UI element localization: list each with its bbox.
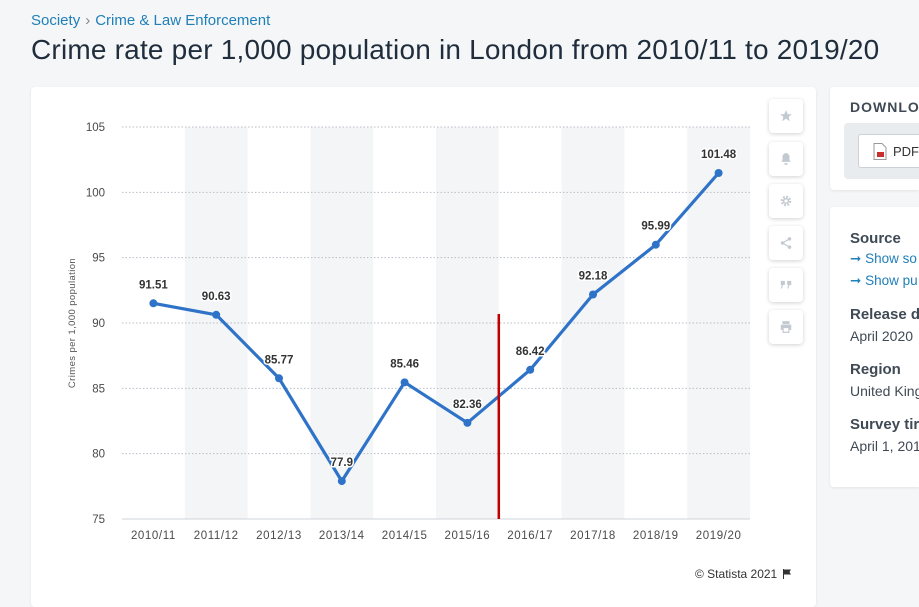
page-title: Crime rate per 1,000 population in Londo… bbox=[31, 34, 880, 65]
y-tick-label: 100 bbox=[86, 187, 105, 199]
share-icon[interactable] bbox=[769, 226, 803, 260]
data-point bbox=[714, 168, 723, 177]
gear-icon[interactable] bbox=[769, 184, 803, 218]
data-point bbox=[212, 310, 221, 319]
data-point bbox=[149, 299, 158, 308]
x-tick-label: 2015/16 bbox=[445, 530, 491, 542]
survey-heading: Survey tir bbox=[850, 416, 919, 433]
survey-value: April 1, 201 bbox=[850, 438, 919, 454]
data-label: 77.9 bbox=[331, 457, 353, 469]
data-label: 92.18 bbox=[579, 271, 608, 283]
series-line bbox=[151, 171, 721, 483]
download-box: PDF bbox=[844, 123, 919, 179]
line-chart: 75 80 85 90 95 100 105 Crimes per 1,000 populat… bbox=[67, 122, 750, 542]
data-label: 82.36 bbox=[453, 399, 482, 411]
y-tick-label: 95 bbox=[92, 253, 105, 265]
y-tick-label: 90 bbox=[92, 318, 105, 330]
x-tick-label: 2014/15 bbox=[382, 530, 428, 542]
region-value: United King bbox=[850, 383, 919, 399]
category-band bbox=[561, 127, 625, 519]
download-title: DOWNLOA bbox=[850, 99, 919, 115]
flag-icon[interactable] bbox=[781, 568, 793, 580]
x-tick-label: 2013/14 bbox=[319, 530, 365, 542]
breadcrumb-link-society[interactable]: Society bbox=[31, 12, 81, 29]
x-tick-label: 2018/19 bbox=[633, 530, 679, 542]
pdf-label: PDF bbox=[893, 143, 919, 159]
y-axis-label: Crimes per 1,000 population bbox=[67, 258, 78, 388]
x-tick-label: 2019/20 bbox=[696, 530, 742, 542]
bell-icon[interactable] bbox=[769, 142, 803, 176]
data-point bbox=[526, 365, 535, 374]
show-publisher-link[interactable]: ➞ Show pu bbox=[850, 273, 918, 288]
info-card: Source ➞ Show so ➞ Show pu Release d Apr… bbox=[830, 207, 919, 487]
star-icon[interactable] bbox=[769, 99, 803, 133]
data-point bbox=[275, 374, 283, 383]
region-heading: Region bbox=[850, 361, 901, 378]
x-tick-label: 2016/17 bbox=[507, 530, 553, 542]
data-label: 85.46 bbox=[390, 358, 419, 370]
data-point bbox=[463, 418, 472, 427]
y-tick-label: 75 bbox=[92, 514, 105, 526]
y-tick-label: 85 bbox=[92, 383, 105, 395]
category-band bbox=[184, 127, 248, 519]
pdf-file-icon bbox=[873, 142, 887, 160]
chart-card: 75 80 85 90 95 100 105 Crimes per 1,000 populat… bbox=[31, 87, 816, 607]
download-card: DOWNLOA PDF bbox=[830, 87, 919, 190]
breadcrumb: Society › Crime & Law Enforcement bbox=[31, 12, 270, 29]
print-icon[interactable] bbox=[769, 310, 803, 344]
data-point bbox=[651, 240, 660, 249]
y-tick-label: 80 bbox=[92, 449, 105, 461]
data-point bbox=[337, 477, 346, 486]
data-label: 85.77 bbox=[265, 354, 294, 366]
x-tick-label: 2017/18 bbox=[570, 530, 616, 542]
copyright: © Statista 2021 bbox=[695, 567, 793, 581]
release-heading: Release d bbox=[850, 306, 919, 323]
source-heading: Source bbox=[850, 230, 901, 247]
release-value: April 2020 bbox=[850, 328, 914, 344]
quote-icon[interactable] bbox=[769, 268, 803, 302]
x-tick-label: 2011/12 bbox=[194, 530, 239, 542]
x-tick-label: 2010/11 bbox=[131, 530, 176, 542]
copyright-text: © Statista 2021 bbox=[695, 567, 778, 581]
pdf-download-button[interactable]: PDF bbox=[858, 134, 919, 168]
data-point bbox=[400, 378, 409, 387]
category-band bbox=[687, 127, 750, 519]
data-label: 101.48 bbox=[701, 149, 737, 161]
y-tick-label: 105 bbox=[86, 122, 105, 134]
arrow-right-icon: ➞ bbox=[850, 251, 866, 266]
arrow-right-icon: ➞ bbox=[850, 273, 866, 288]
category-band bbox=[310, 127, 374, 519]
category-band bbox=[436, 127, 499, 519]
breadcrumb-separator: › bbox=[85, 12, 91, 29]
data-label: 91.51 bbox=[139, 279, 168, 291]
x-tick-label: 2012/13 bbox=[256, 530, 302, 542]
data-label: 90.63 bbox=[202, 291, 231, 303]
breadcrumb-link-crime[interactable]: Crime & Law Enforcement bbox=[95, 12, 271, 29]
data-label: 86.42 bbox=[516, 346, 545, 358]
data-label: 95.99 bbox=[641, 221, 670, 233]
data-point bbox=[589, 290, 597, 299]
show-source-link[interactable]: ➞ Show so bbox=[850, 251, 917, 266]
